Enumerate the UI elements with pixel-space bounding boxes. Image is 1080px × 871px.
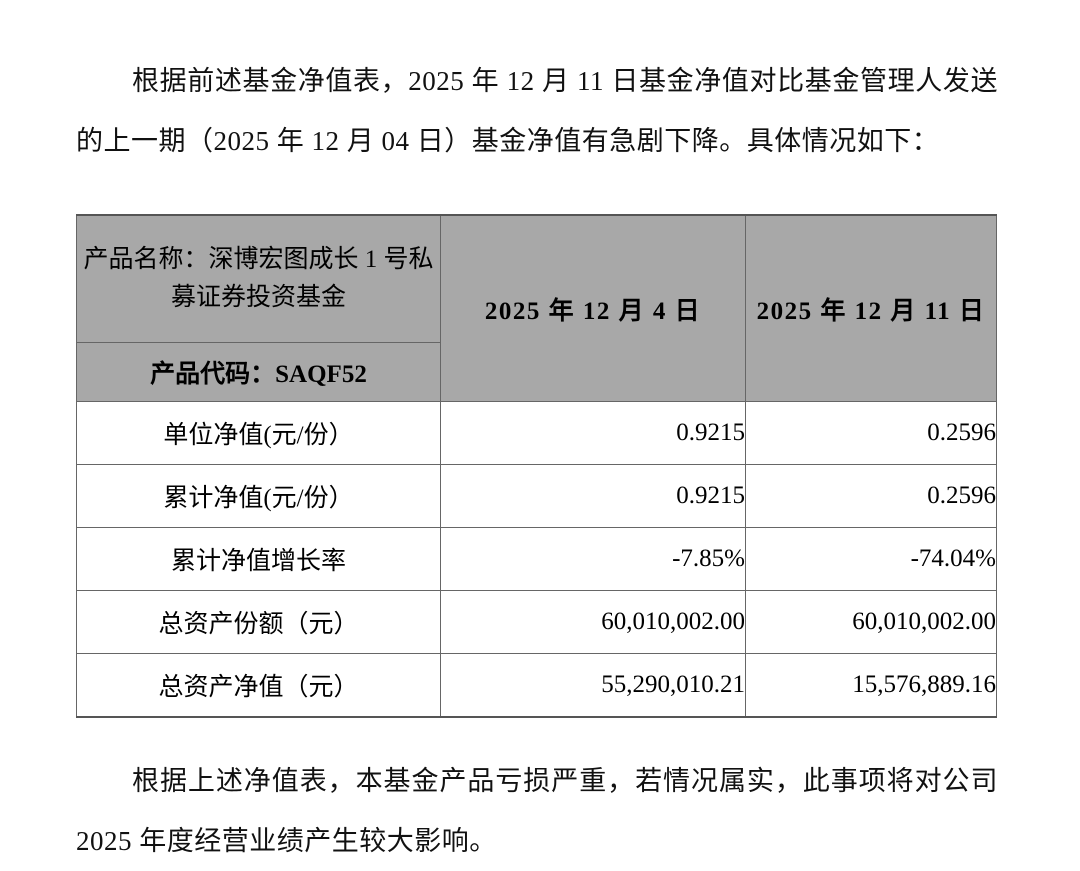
- product-name-cell: 产品名称：深博宏图成长 1 号私募证券投资基金: [76, 214, 441, 343]
- table-row: 累计净值增长率 -7.85% -74.04%: [76, 527, 997, 591]
- row-value-total-shares-col1: 60,010,002.00: [440, 590, 746, 654]
- row-label-total-shares: 总资产份额（元）: [76, 590, 441, 654]
- table-header-row-product: 产品名称：深博宏图成长 1 号私募证券投资基金 2025 年 12 月 4 日 …: [76, 214, 997, 402]
- row-value-total-nav-col2: 15,576,889.16: [745, 653, 997, 718]
- row-value-total-shares-col2: 60,010,002.00: [745, 590, 997, 654]
- row-label-growth-rate: 累计净值增长率: [76, 527, 441, 591]
- fund-nav-table: 产品名称：深博宏图成长 1 号私募证券投资基金 2025 年 12 月 4 日 …: [76, 214, 997, 718]
- table-row: 累计净值(元/份） 0.9215 0.2596: [76, 464, 997, 528]
- row-label-total-nav: 总资产净值（元）: [76, 653, 441, 718]
- row-value-cumulative-nav-col1: 0.9215: [440, 464, 746, 528]
- table-row: 单位净值(元/份） 0.9215 0.2596: [76, 401, 997, 465]
- row-value-unit-nav-col2: 0.2596: [745, 401, 997, 465]
- row-label-unit-nav: 单位净值(元/份）: [76, 401, 441, 465]
- row-value-growth-rate-col2: -74.04%: [745, 527, 997, 591]
- row-value-unit-nav-col1: 0.9215: [440, 401, 746, 465]
- column-header-date-2: 2025 年 12 月 11 日: [745, 214, 997, 402]
- intro-paragraph: 根据前述基金净值表，2025 年 12 月 11 日基金净值对比基金管理人发送的…: [76, 66, 998, 156]
- table-row: 总资产份额（元） 60,010,002.00 60,010,002.00: [76, 590, 997, 654]
- product-code-cell: 产品代码：SAQF52: [76, 342, 441, 402]
- column-header-date-1: 2025 年 12 月 4 日: [440, 214, 746, 402]
- row-label-cumulative-nav: 累计净值(元/份）: [76, 464, 441, 528]
- row-value-cumulative-nav-col2: 0.2596: [745, 464, 997, 528]
- row-value-growth-rate-col1: -7.85%: [440, 527, 746, 591]
- table-row: 总资产净值（元） 55,290,010.21 15,576,889.16: [76, 653, 997, 718]
- row-value-total-nav-col1: 55,290,010.21: [440, 653, 746, 718]
- table-header-row-code: 产品代码：SAQF52: [76, 342, 997, 402]
- closing-paragraph: 根据上述净值表，本基金产品亏损严重，若情况属实，此事项将对公司 2025 年度经…: [76, 766, 998, 856]
